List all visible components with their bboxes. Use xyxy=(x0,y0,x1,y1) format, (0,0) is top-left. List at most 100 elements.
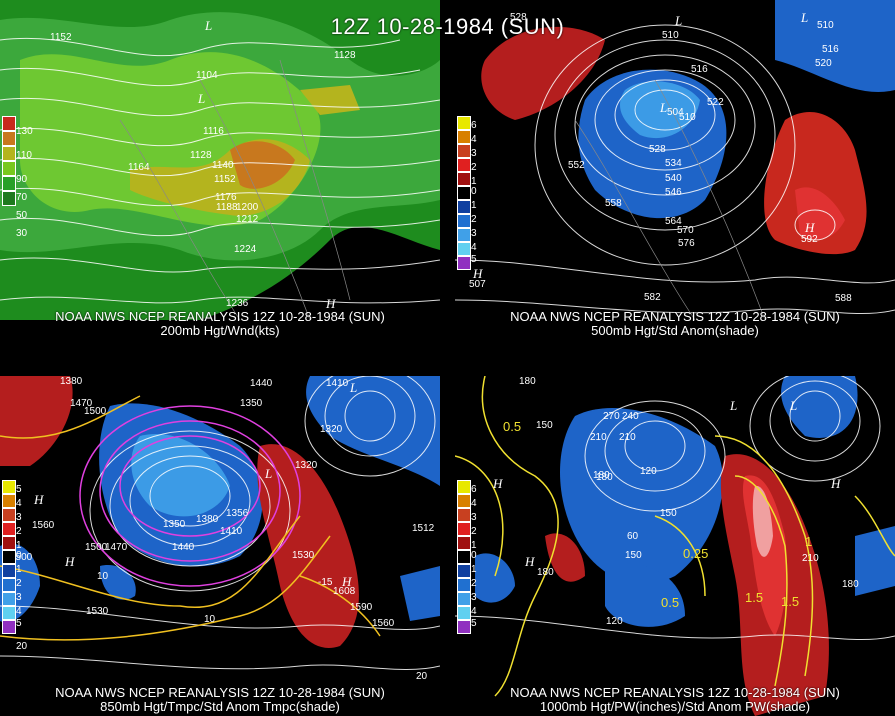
legend-swatch xyxy=(2,131,16,146)
legend-swatch xyxy=(457,158,471,172)
legend-swatch xyxy=(457,564,471,578)
legend-swatch xyxy=(2,146,16,161)
legend-label: 6 xyxy=(471,120,477,131)
legend-label: 5 xyxy=(16,618,22,629)
contour-label: 1560 xyxy=(372,618,395,629)
contour-label: 180 xyxy=(537,567,554,578)
legend-label: 4 xyxy=(471,134,477,145)
contour-label: 1176 xyxy=(215,192,237,203)
legend-swatch xyxy=(2,606,16,620)
legend-label: 5 xyxy=(471,254,477,265)
contour-label: 270 xyxy=(603,411,620,422)
contour-label: 1 xyxy=(805,534,812,549)
low-marker: L xyxy=(204,18,212,33)
main-title: 12Z 10-28-1984 (SUN) xyxy=(330,14,565,39)
legend-label: 1 xyxy=(471,176,477,187)
legend-label: 3 xyxy=(471,592,477,603)
contour-label: 1356 xyxy=(226,508,249,519)
contour-label: 588 xyxy=(835,293,852,304)
legend-swatch xyxy=(457,256,471,270)
legend-swatch xyxy=(457,620,471,634)
contour-label: 1.5 xyxy=(745,590,763,605)
contour-label: 150 xyxy=(536,420,553,431)
contour-label: 1152 xyxy=(214,174,236,185)
legend-500mb: 6 4 3 2 1 0 1 2 3 4 5 xyxy=(457,116,477,270)
legend-swatch xyxy=(457,144,471,158)
low-marker: L xyxy=(789,398,797,413)
legend-swatch xyxy=(2,494,16,508)
high-marker: H xyxy=(524,554,535,569)
contour-label: 522 xyxy=(707,97,724,108)
contour-label: 528 xyxy=(510,12,527,23)
legend-swatch xyxy=(457,116,471,130)
contour-label: 150 xyxy=(625,550,642,561)
contour-label: 570 xyxy=(677,225,694,236)
legend-label: 1 xyxy=(471,200,477,211)
legend-label: 4 xyxy=(471,242,477,253)
contour-label: 1410 xyxy=(220,526,243,537)
panel-caption-field: 200mb Hgt/Wnd(kts) xyxy=(160,323,280,338)
contour-label: 507 xyxy=(469,279,486,290)
contour-label: 1.5 xyxy=(781,594,799,609)
contour-label: 1440 xyxy=(250,378,273,389)
legend-label: 2 xyxy=(471,162,477,173)
contour-label: 0.5 xyxy=(661,595,679,610)
panel-caption-field: 850mb Hgt/Tmpc/Std Anom Tmpc(shade) xyxy=(100,699,340,714)
legend-label: 30 xyxy=(16,228,28,239)
legend-swatch xyxy=(457,200,471,214)
contour-label: 1560 xyxy=(32,520,55,531)
legend-label: 4 xyxy=(16,498,22,509)
legend-swatch xyxy=(2,620,16,634)
contour-label: 180 xyxy=(519,376,536,387)
contour-label: 120 xyxy=(606,616,623,627)
legend-label: 5 xyxy=(471,618,477,629)
contour-label: 1140 xyxy=(212,160,234,171)
contour-label: 210 xyxy=(802,553,819,564)
contour-label: 1200 xyxy=(236,202,259,213)
legend-swatch xyxy=(457,550,471,564)
contour-label: 240 xyxy=(622,411,639,422)
low-marker: L xyxy=(349,380,357,395)
legend-swatch xyxy=(457,494,471,508)
legend-label: 3 xyxy=(16,592,22,603)
contour-label: 1188 xyxy=(216,202,238,213)
legend-label: 2 xyxy=(16,526,22,537)
contour-label: 534 xyxy=(665,158,682,169)
legend-label: 130 xyxy=(16,126,33,137)
legend-swatch xyxy=(2,480,16,494)
contour-label: 1380 xyxy=(196,514,219,525)
contour-label: 0.5 xyxy=(503,419,521,434)
contour-label: 180 xyxy=(842,579,859,590)
high-marker: H xyxy=(830,476,841,491)
legend-label: 2 xyxy=(16,578,22,589)
contour-label: 120 xyxy=(640,466,657,477)
panel-850mb: 1380 1470 1500 1440 1350 1410 1320 1560 … xyxy=(0,376,440,716)
legend-swatch xyxy=(457,242,471,256)
contour-label: 540 xyxy=(665,173,682,184)
contour-label: 592 xyxy=(801,234,818,245)
map-850mb: 1380 1470 1500 1440 1350 1410 1320 1560 … xyxy=(0,376,440,716)
contour-label: 1350 xyxy=(163,519,186,530)
legend-swatch xyxy=(2,578,16,592)
panel-caption-field: 1000mb Hgt/PW(inches)/Std Anom PW(shade) xyxy=(539,699,811,714)
panel-1000mb: 180 0.5 150 270 240 210 180 120 150 60 1… xyxy=(455,376,895,716)
contour-label: 20 xyxy=(16,641,28,652)
map-1000mb: 180 0.5 150 270 240 210 180 120 150 60 1… xyxy=(455,376,895,716)
legend-swatch xyxy=(2,522,16,536)
contour-label: 1116 xyxy=(203,126,224,137)
contour-label: 558 xyxy=(605,198,622,209)
legend-swatch xyxy=(457,480,471,494)
legend-swatch xyxy=(2,176,16,191)
high-marker: H xyxy=(33,492,44,507)
legend-label: 0 xyxy=(471,550,477,561)
legend-swatch xyxy=(2,592,16,606)
legend-swatch xyxy=(2,564,16,578)
legend-label: 70 xyxy=(16,192,28,203)
legend-swatch xyxy=(457,578,471,592)
legend-swatch xyxy=(457,592,471,606)
legend-label: 5 xyxy=(16,484,22,495)
legend-swatch xyxy=(457,228,471,242)
legend-label: 2 xyxy=(471,578,477,589)
contour-label: 210 xyxy=(619,432,636,443)
legend-label: 2 xyxy=(471,214,477,225)
